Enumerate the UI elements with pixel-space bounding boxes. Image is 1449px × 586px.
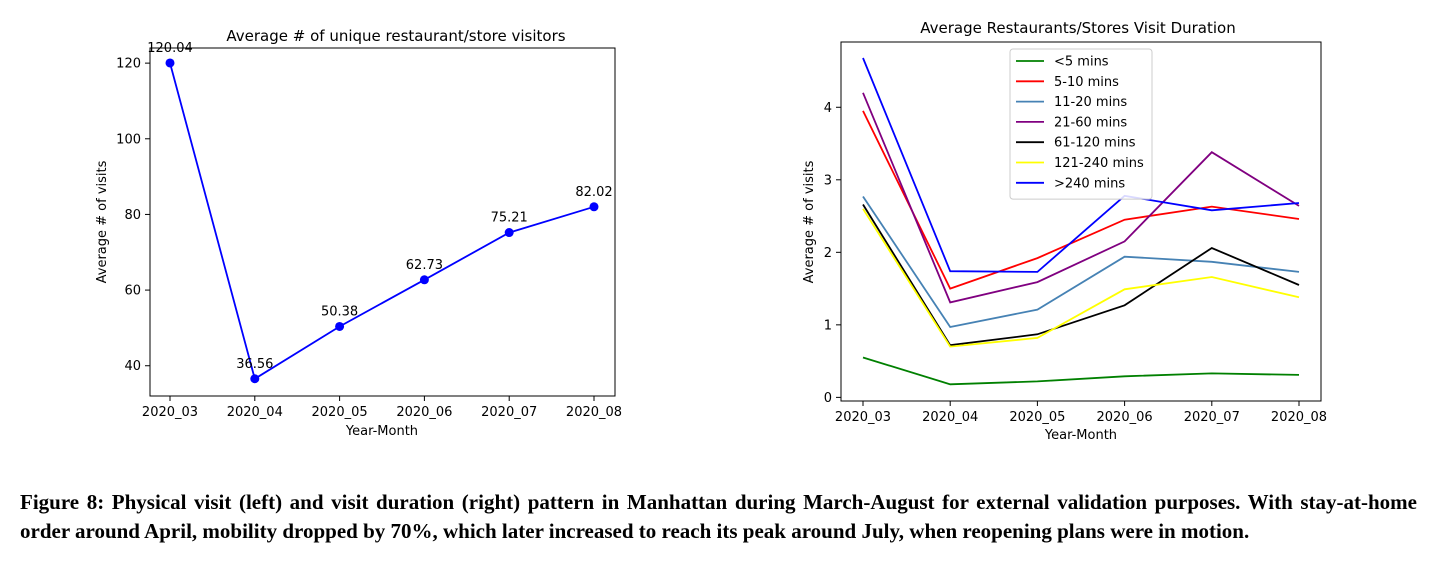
data-label: 82.02 <box>575 185 612 200</box>
data-label: 62.73 <box>406 258 443 273</box>
data-point <box>504 228 514 238</box>
figure-caption: Figure 8: Physical visit (left) and visi… <box>20 490 1417 543</box>
legend-label: >240 mins <box>1054 176 1125 191</box>
x-tick-label: 2020_04 <box>922 410 978 425</box>
left-y-axis-label: Average # of visits <box>95 160 110 283</box>
y-tick-label: 100 <box>116 132 141 147</box>
x-tick-label: 2020_06 <box>396 405 452 420</box>
data-label: 36.56 <box>236 357 273 372</box>
x-tick-label: 2020_05 <box>312 405 368 420</box>
data-point <box>335 321 345 331</box>
x-tick-label: 2020_06 <box>1097 410 1153 425</box>
x-tick-label: 2020_08 <box>1271 410 1327 425</box>
y-tick-label: 3 <box>824 173 832 188</box>
y-tick-label: 120 <box>116 57 141 72</box>
left-chart: Average # of unique restaurant/store vis… <box>95 27 622 439</box>
x-tick-label: 2020_07 <box>1184 410 1240 425</box>
series-line-11-20-mins <box>862 195 1300 329</box>
series-line-0 <box>169 62 595 381</box>
x-tick-label: 2020_03 <box>835 410 891 425</box>
y-tick-label: 2 <box>824 246 832 261</box>
y-tick-label: 40 <box>124 359 141 374</box>
y-tick-label: 4 <box>824 101 832 116</box>
left-axes-frame <box>149 47 616 397</box>
series-line-121-240-mins <box>862 208 1300 348</box>
right-chart: Average Restaurants/Stores Visit Duratio… <box>802 19 1327 443</box>
right-plot-area: 2020_03 2020_04 2020_05 2020_06 2020_07 2020_… <box>824 57 1327 425</box>
series-line--5-mins <box>862 356 1300 386</box>
series-line-21-60-mins <box>862 92 1300 304</box>
x-tick-label: 2020_05 <box>1009 410 1065 425</box>
data-point <box>419 275 429 285</box>
right-legend: <5 mins 5-10 mins 11-20 mins 21-60 mins 61-1… <box>1009 48 1153 200</box>
right-chart-title: Average Restaurants/Stores Visit Duratio… <box>920 19 1235 37</box>
left-x-axis-label: Year-Month <box>345 424 418 439</box>
left-chart-title: Average # of unique restaurant/store vis… <box>226 27 565 45</box>
legend-label: <5 mins <box>1054 55 1109 70</box>
x-tick-label: 2020_03 <box>142 405 198 420</box>
legend-label: 61-120 mins <box>1054 136 1136 151</box>
legend-box <box>1009 48 1153 200</box>
y-tick-label: 80 <box>124 208 141 223</box>
legend-label: 11-20 mins <box>1054 95 1127 110</box>
legend-label: 5-10 mins <box>1054 75 1119 90</box>
y-tick-label: 0 <box>824 391 832 406</box>
left-plot-area: 2020_03 2020_04 2020_05 2020_06 2020_07 2020_… <box>116 41 622 420</box>
series-line-61-120-mins <box>862 204 1300 347</box>
data-point <box>589 202 599 212</box>
series-line--240-mins <box>862 57 1300 273</box>
legend-label: 21-60 mins <box>1054 115 1127 130</box>
data-point <box>250 374 260 384</box>
data-point <box>165 58 175 68</box>
y-tick-label: 1 <box>824 318 832 333</box>
figure-canvas: Average # of unique restaurant/store vis… <box>95 19 1327 443</box>
data-label: 50.38 <box>321 304 358 319</box>
legend-label: 121-240 mins <box>1054 156 1144 171</box>
data-label: 75.21 <box>491 211 528 226</box>
right-x-axis-label: Year-Month <box>1044 428 1117 443</box>
x-tick-label: 2020_07 <box>481 405 537 420</box>
right-axes-frame <box>840 41 1322 402</box>
right-y-axis-label: Average # of visits <box>802 160 817 283</box>
x-tick-label: 2020_04 <box>227 405 283 420</box>
x-tick-label: 2020_08 <box>566 405 622 420</box>
y-tick-label: 60 <box>124 284 141 299</box>
